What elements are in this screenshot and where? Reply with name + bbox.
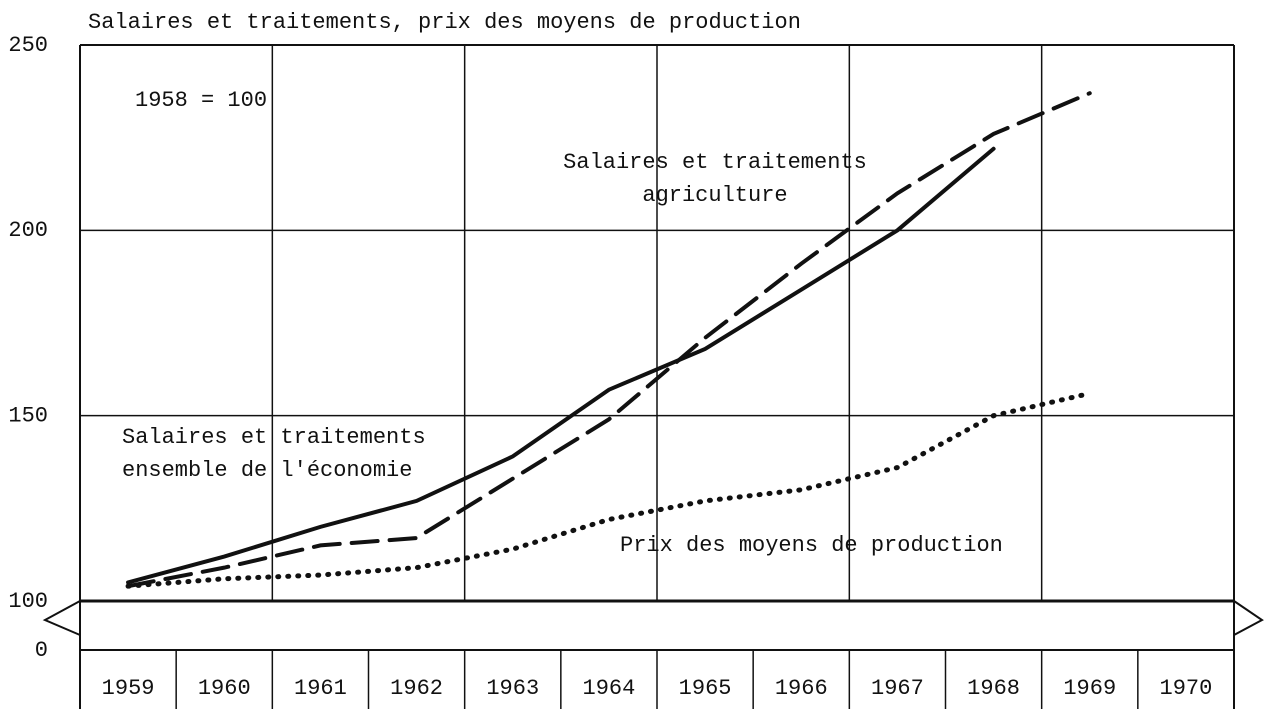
y-tick-label: 150 [8,403,48,428]
annotation: Salaires et traitements [122,425,426,450]
annotation: Salaires et traitements [563,150,867,175]
x-tick-label: 1966 [775,676,828,701]
line-series [125,390,1093,589]
line-series [126,91,1092,589]
y-tick-label: 200 [8,218,48,243]
x-tick-label: 1965 [679,676,732,701]
x-tick-label: 1963 [486,676,539,701]
line-series [126,146,996,585]
axis-break [1233,600,1264,636]
annotation: ensemble de l'économie [122,458,412,483]
y-tick-label: 100 [8,589,48,614]
x-tick-label: 1968 [967,676,1020,701]
x-tick-label: 1969 [1063,676,1116,701]
x-tick-label: 1961 [294,676,347,701]
x-tick-label: 1967 [871,676,924,701]
annotation: agriculture [642,183,787,208]
x-tick-label: 1960 [198,676,251,701]
x-tick-label: 1970 [1160,676,1213,701]
chart-title: Salaires et traitements, prix des moyens… [88,10,801,35]
y-tick-label: 250 [8,33,48,58]
x-tick-label: 1964 [583,676,636,701]
x-tick-label: 1962 [390,676,443,701]
x-tick-label: 1959 [102,676,155,701]
axis-break [42,600,81,636]
annotation: Prix des moyens de production [620,533,1003,558]
annotation: 1958 = 100 [135,88,267,113]
y-tick-label: 0 [35,638,48,663]
